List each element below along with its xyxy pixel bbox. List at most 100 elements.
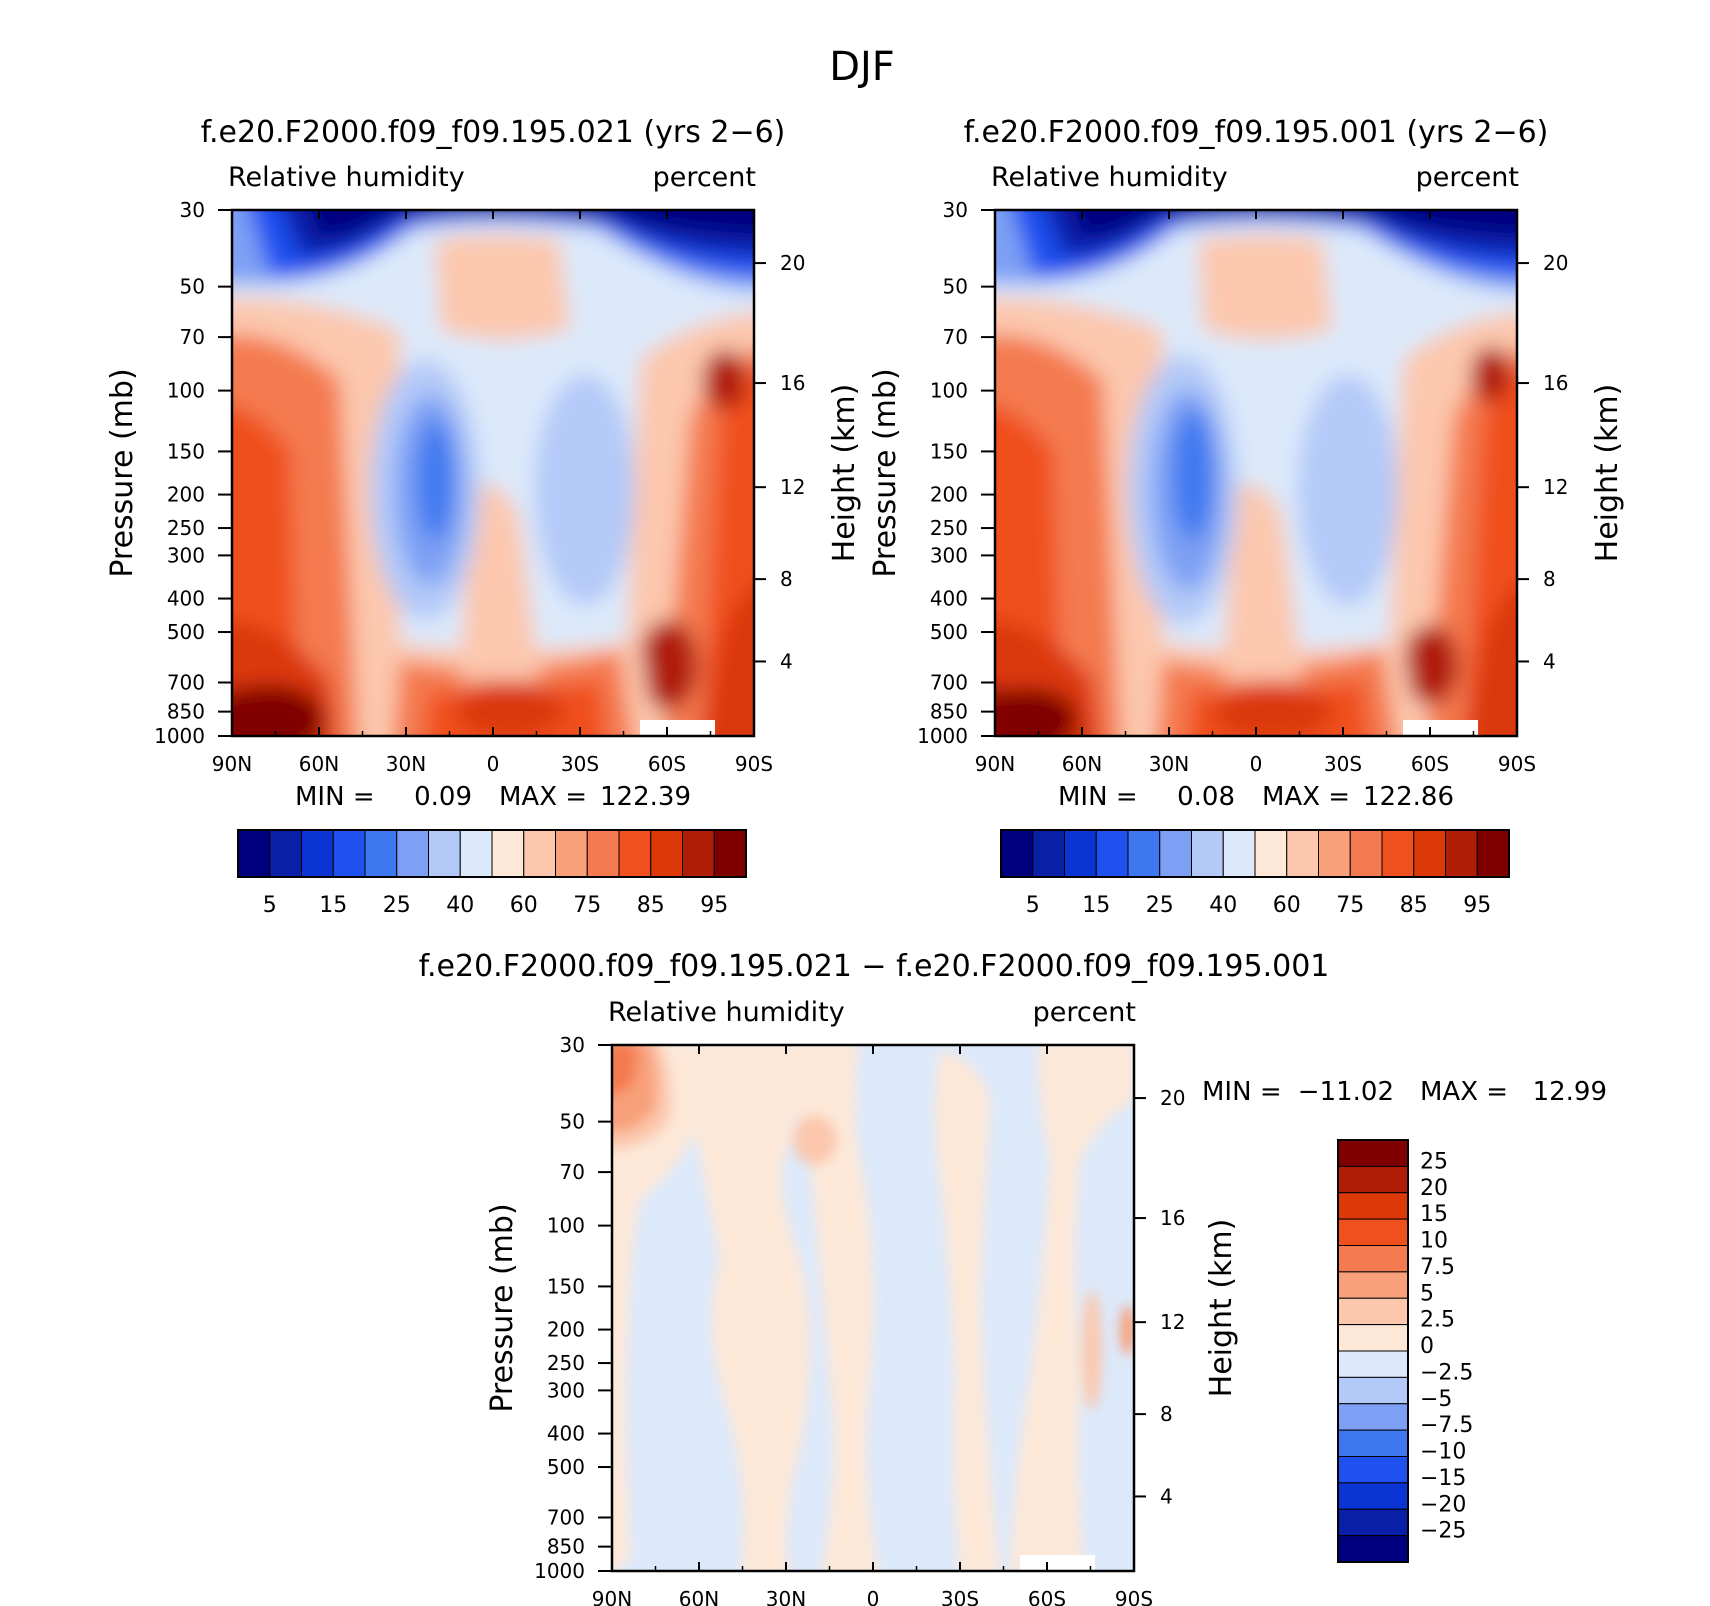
x-tick-label: 90N [975, 752, 1015, 776]
colorbar-swatch [1337, 1139, 1409, 1167]
y-right-tick-label: 8 [1160, 1402, 1173, 1426]
colorbar-swatch [1254, 829, 1288, 878]
panel-3: f.e20.F2000.f09_f09.195.021 − f.e20.F200… [419, 949, 1607, 1606]
panel-2-variable: Relative humidity [991, 162, 1228, 193]
panel-3-x-ticks: 90N 60N 30N 0 30S 60S 90S [592, 1045, 1153, 1606]
y-tick-label: 300 [930, 543, 968, 567]
colorbar-label: 25 [1146, 893, 1174, 918]
y-tick-label: 50 [180, 275, 205, 299]
y-tick-label: 200 [547, 1318, 585, 1342]
panel-2: f.e20.F2000.f09_f09.195.001 (yrs 2−6) Re… [868, 115, 1625, 918]
panel-2-x-ticks: 90N 60N 30N 0 30S 60S 90S [975, 210, 1536, 776]
panel-3-variable: Relative humidity [608, 997, 845, 1028]
y-tick-label: 100 [547, 1214, 585, 1238]
panel-3-units: percent [1033, 997, 1136, 1028]
colorbar-swatch [1337, 1165, 1409, 1194]
colorbar-swatch [1337, 1508, 1409, 1537]
y-tick-label: 250 [167, 516, 205, 540]
panel-2-colorbar: 5 15 25 40 60 75 85 95 [1000, 829, 1510, 918]
y-right-tick-label: 20 [780, 251, 805, 275]
colorbar-label: 75 [1336, 893, 1364, 918]
colorbar-label: 60 [1273, 893, 1301, 918]
colorbar-label: 25 [1420, 1149, 1448, 1174]
y-tick-label: 30 [943, 198, 968, 222]
x-tick-label: 30N [766, 1587, 806, 1606]
y-tick-label: 150 [547, 1274, 585, 1298]
panel-1-max-label: MAX = [499, 782, 587, 812]
y-tick-label: 500 [930, 620, 968, 644]
colorbar-swatch [1064, 829, 1097, 878]
colorbar-label: 15 [319, 893, 347, 918]
colorbar-swatch [332, 829, 366, 878]
x-tick-label: 90S [1498, 752, 1536, 776]
y-tick-label: 1000 [917, 724, 968, 748]
colorbar-swatch [523, 829, 556, 878]
x-tick-label: 90N [212, 752, 252, 776]
panel-3-max-label: MAX = [1420, 1077, 1508, 1107]
y-right-tick-label: 16 [1543, 371, 1568, 395]
colorbar-label: 95 [700, 893, 728, 918]
panel-1-x-ticks: 90N 60N 30N 0 30S 60S 90S [212, 210, 773, 776]
figure-title: DJF [829, 44, 895, 90]
y-right-tick-label: 20 [1543, 251, 1568, 275]
colorbar-label: 0 [1420, 1334, 1434, 1359]
x-tick-label: 60S [1028, 1587, 1066, 1606]
colorbar-label: 5 [263, 893, 277, 918]
panel-2-y-right-ticks: 20 16 12 8 4 [1517, 251, 1568, 673]
colorbar-swatch [1337, 1482, 1409, 1510]
y-tick-label: 1000 [534, 1559, 585, 1583]
y-right-tick-label: 4 [1543, 649, 1556, 673]
colorbar-swatch [1337, 1456, 1409, 1484]
panel-1-colorbar: 5 15 25 40 60 75 85 95 [237, 829, 747, 918]
panel-3-y-right-ticks: 20 16 12 8 4 [1134, 1086, 1185, 1508]
colorbar-swatch [1159, 829, 1192, 878]
colorbar-label: 20 [1420, 1176, 1448, 1201]
colorbar-label: 15 [1420, 1202, 1448, 1227]
colorbar-swatch [269, 829, 302, 878]
colorbar-swatch [237, 829, 271, 878]
y-tick-label: 1000 [154, 724, 205, 748]
colorbar-swatch [1337, 1403, 1409, 1431]
colorbar-label: 7.5 [1420, 1255, 1455, 1280]
colorbar-label: 60 [510, 893, 538, 918]
colorbar-label: −15 [1420, 1466, 1466, 1491]
y-tick-label: 400 [930, 587, 968, 611]
colorbar-frame [1000, 829, 1510, 878]
x-tick-label: 0 [1250, 752, 1263, 776]
y-tick-label: 250 [930, 516, 968, 540]
colorbar-swatch [364, 829, 398, 878]
colorbar-swatch [1381, 829, 1415, 878]
y-tick-label: 200 [930, 483, 968, 507]
y-tick-label: 200 [167, 483, 205, 507]
colorbar-label: 10 [1420, 1229, 1448, 1254]
x-tick-label: 60N [299, 752, 339, 776]
colorbar-swatch [1222, 829, 1256, 878]
colorbar-swatch [1337, 1271, 1409, 1299]
colorbar-frame [1337, 1139, 1409, 1563]
y-right-tick-label: 16 [1160, 1206, 1185, 1230]
x-tick-label: 30S [561, 752, 599, 776]
colorbar-label: −10 [1420, 1440, 1466, 1465]
panel-3-title: f.e20.F2000.f09_f09.195.021 − f.e20.F200… [419, 949, 1330, 984]
colorbar-swatch [1318, 829, 1351, 878]
colorbar-swatch [1476, 829, 1510, 878]
colorbar-swatch [586, 829, 620, 878]
colorbar-swatch [1337, 1429, 1409, 1457]
x-tick-label: 30N [1149, 752, 1189, 776]
panel-1-title: f.e20.F2000.f09_f09.195.021 (yrs 2−6) [201, 115, 786, 150]
y-tick-label: 700 [547, 1505, 585, 1529]
x-tick-label: 90S [1115, 1587, 1153, 1606]
y-right-tick-label: 4 [780, 649, 793, 673]
x-tick-label: 30N [386, 752, 426, 776]
colorbar-swatch [301, 829, 334, 878]
panel-2-units: percent [1416, 162, 1519, 193]
colorbar-swatch [459, 829, 493, 878]
panel-2-min-value: 0.08 [1177, 782, 1235, 812]
colorbar-label: 15 [1082, 893, 1110, 918]
y-right-tick-label: 4 [1160, 1484, 1173, 1508]
colorbar-swatch [1286, 829, 1319, 878]
colorbar-swatch [1337, 1376, 1409, 1405]
